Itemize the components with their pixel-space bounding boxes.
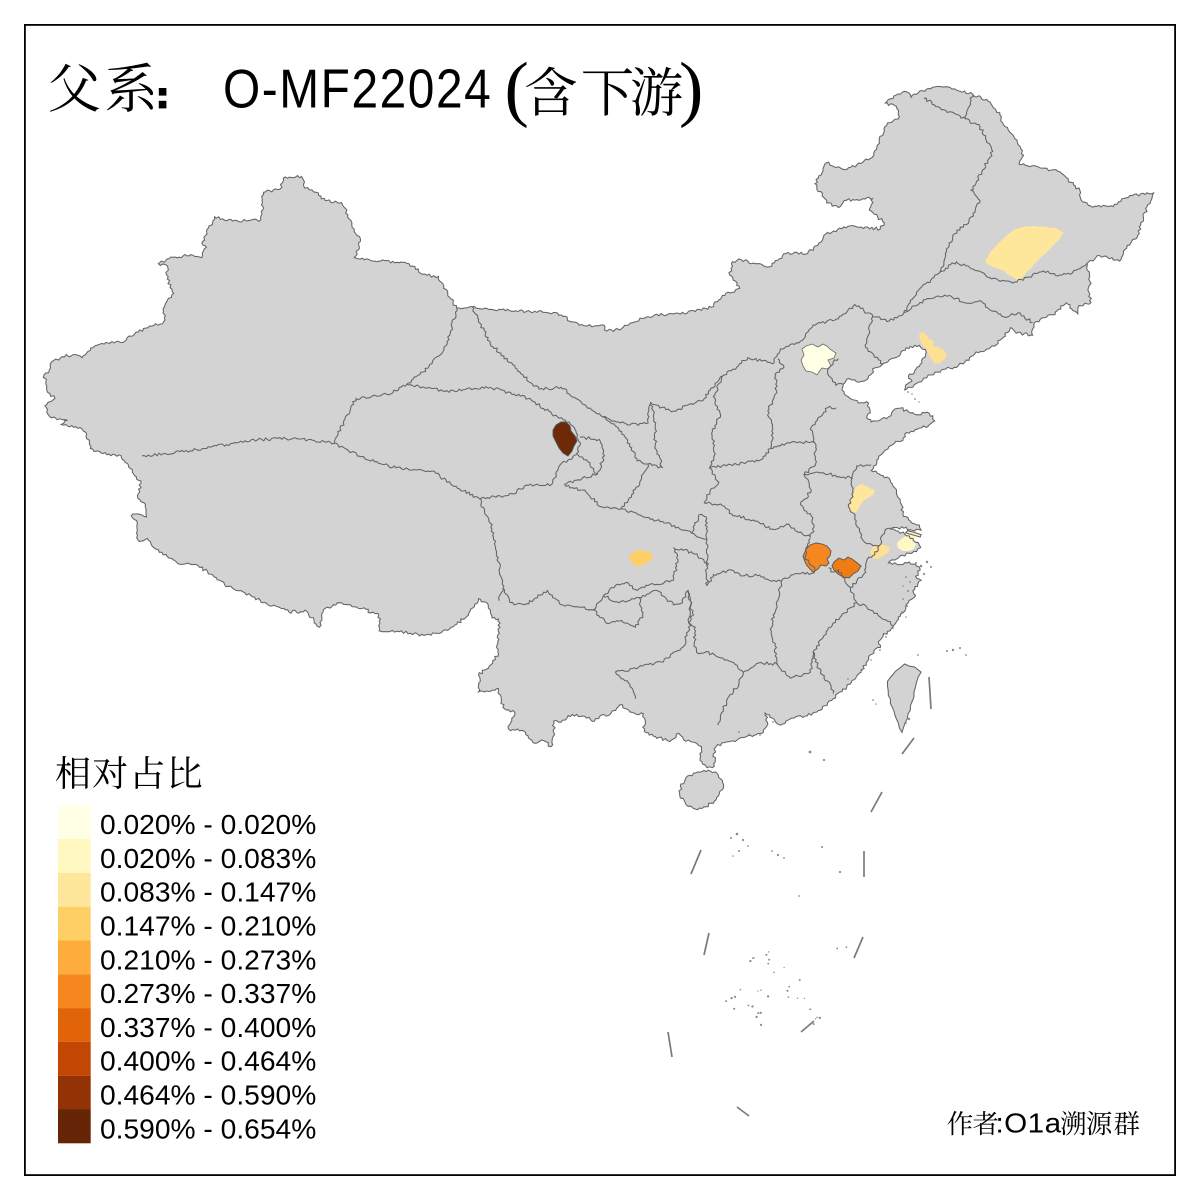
svg-text:): ) [679,48,703,129]
svg-text::O1a: :O1a [996,1108,1063,1139]
svg-text:(: ( [505,48,529,129]
svg-text:0.147% - 0.210%: 0.147% - 0.210% [100,910,316,942]
svg-text:0.590% - 0.654%: 0.590% - 0.654% [100,1112,316,1144]
svg-text:0.273% - 0.337%: 0.273% - 0.337% [100,977,316,1009]
svg-text:0.020% - 0.083%: 0.020% - 0.083% [100,842,316,874]
svg-text:0.210% - 0.273%: 0.210% - 0.273% [100,943,316,975]
svg-text:0.464% - 0.590%: 0.464% - 0.590% [100,1079,316,1111]
svg-text:0.337% - 0.400%: 0.337% - 0.400% [100,1011,316,1043]
svg-text:O-MF22024: O-MF22024 [223,57,492,119]
svg-text:0.400% - 0.464%: 0.400% - 0.464% [100,1045,316,1077]
svg-text:0.083% - 0.147%: 0.083% - 0.147% [100,876,316,908]
svg-text:0.020% - 0.020%: 0.020% - 0.020% [100,808,316,840]
